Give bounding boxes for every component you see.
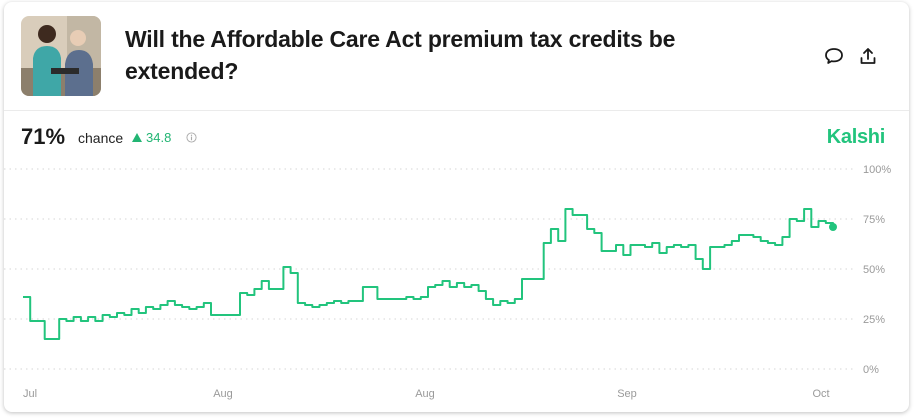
series-line (23, 208, 834, 340)
probability-value: 71% (21, 124, 66, 149)
probability-chart: 100% 75% 50% 25% 0% Jul Aug Aug Sep Oct (4, 164, 891, 400)
y-tick-label: 75% (863, 214, 885, 226)
comment-button[interactable] (822, 44, 846, 68)
x-tick-label: Sep (617, 388, 637, 400)
x-tick-label: Aug (415, 388, 435, 400)
speech-bubble-icon (825, 48, 843, 64)
header-divider (4, 110, 909, 111)
current-value-point (829, 223, 837, 231)
brand-logo[interactable]: Kalshi (826, 126, 886, 148)
change-indicator: 34.8 (132, 130, 171, 145)
info-circle-icon (186, 132, 197, 143)
change-value: 34.8 (146, 130, 172, 145)
market-title: Will the Affordable Care Act premium tax… (125, 26, 676, 84)
market-card: Will the Affordable Care Act premium tax… (4, 2, 909, 412)
share-upload-icon (860, 48, 876, 64)
y-tick-label: 0% (863, 364, 879, 376)
x-tick-label: Aug (213, 388, 233, 400)
market-thumbnail-image (21, 16, 101, 96)
info-button[interactable] (186, 130, 198, 143)
triangle-up-icon (132, 133, 142, 142)
y-tick-label: 25% (863, 314, 885, 326)
x-tick-label: Oct (812, 388, 829, 400)
x-tick-label: Jul (23, 388, 37, 400)
y-tick-label: 50% (863, 264, 885, 276)
chance-label: chance (78, 130, 124, 146)
y-tick-label: 100% (863, 164, 891, 176)
share-button[interactable] (856, 44, 880, 68)
